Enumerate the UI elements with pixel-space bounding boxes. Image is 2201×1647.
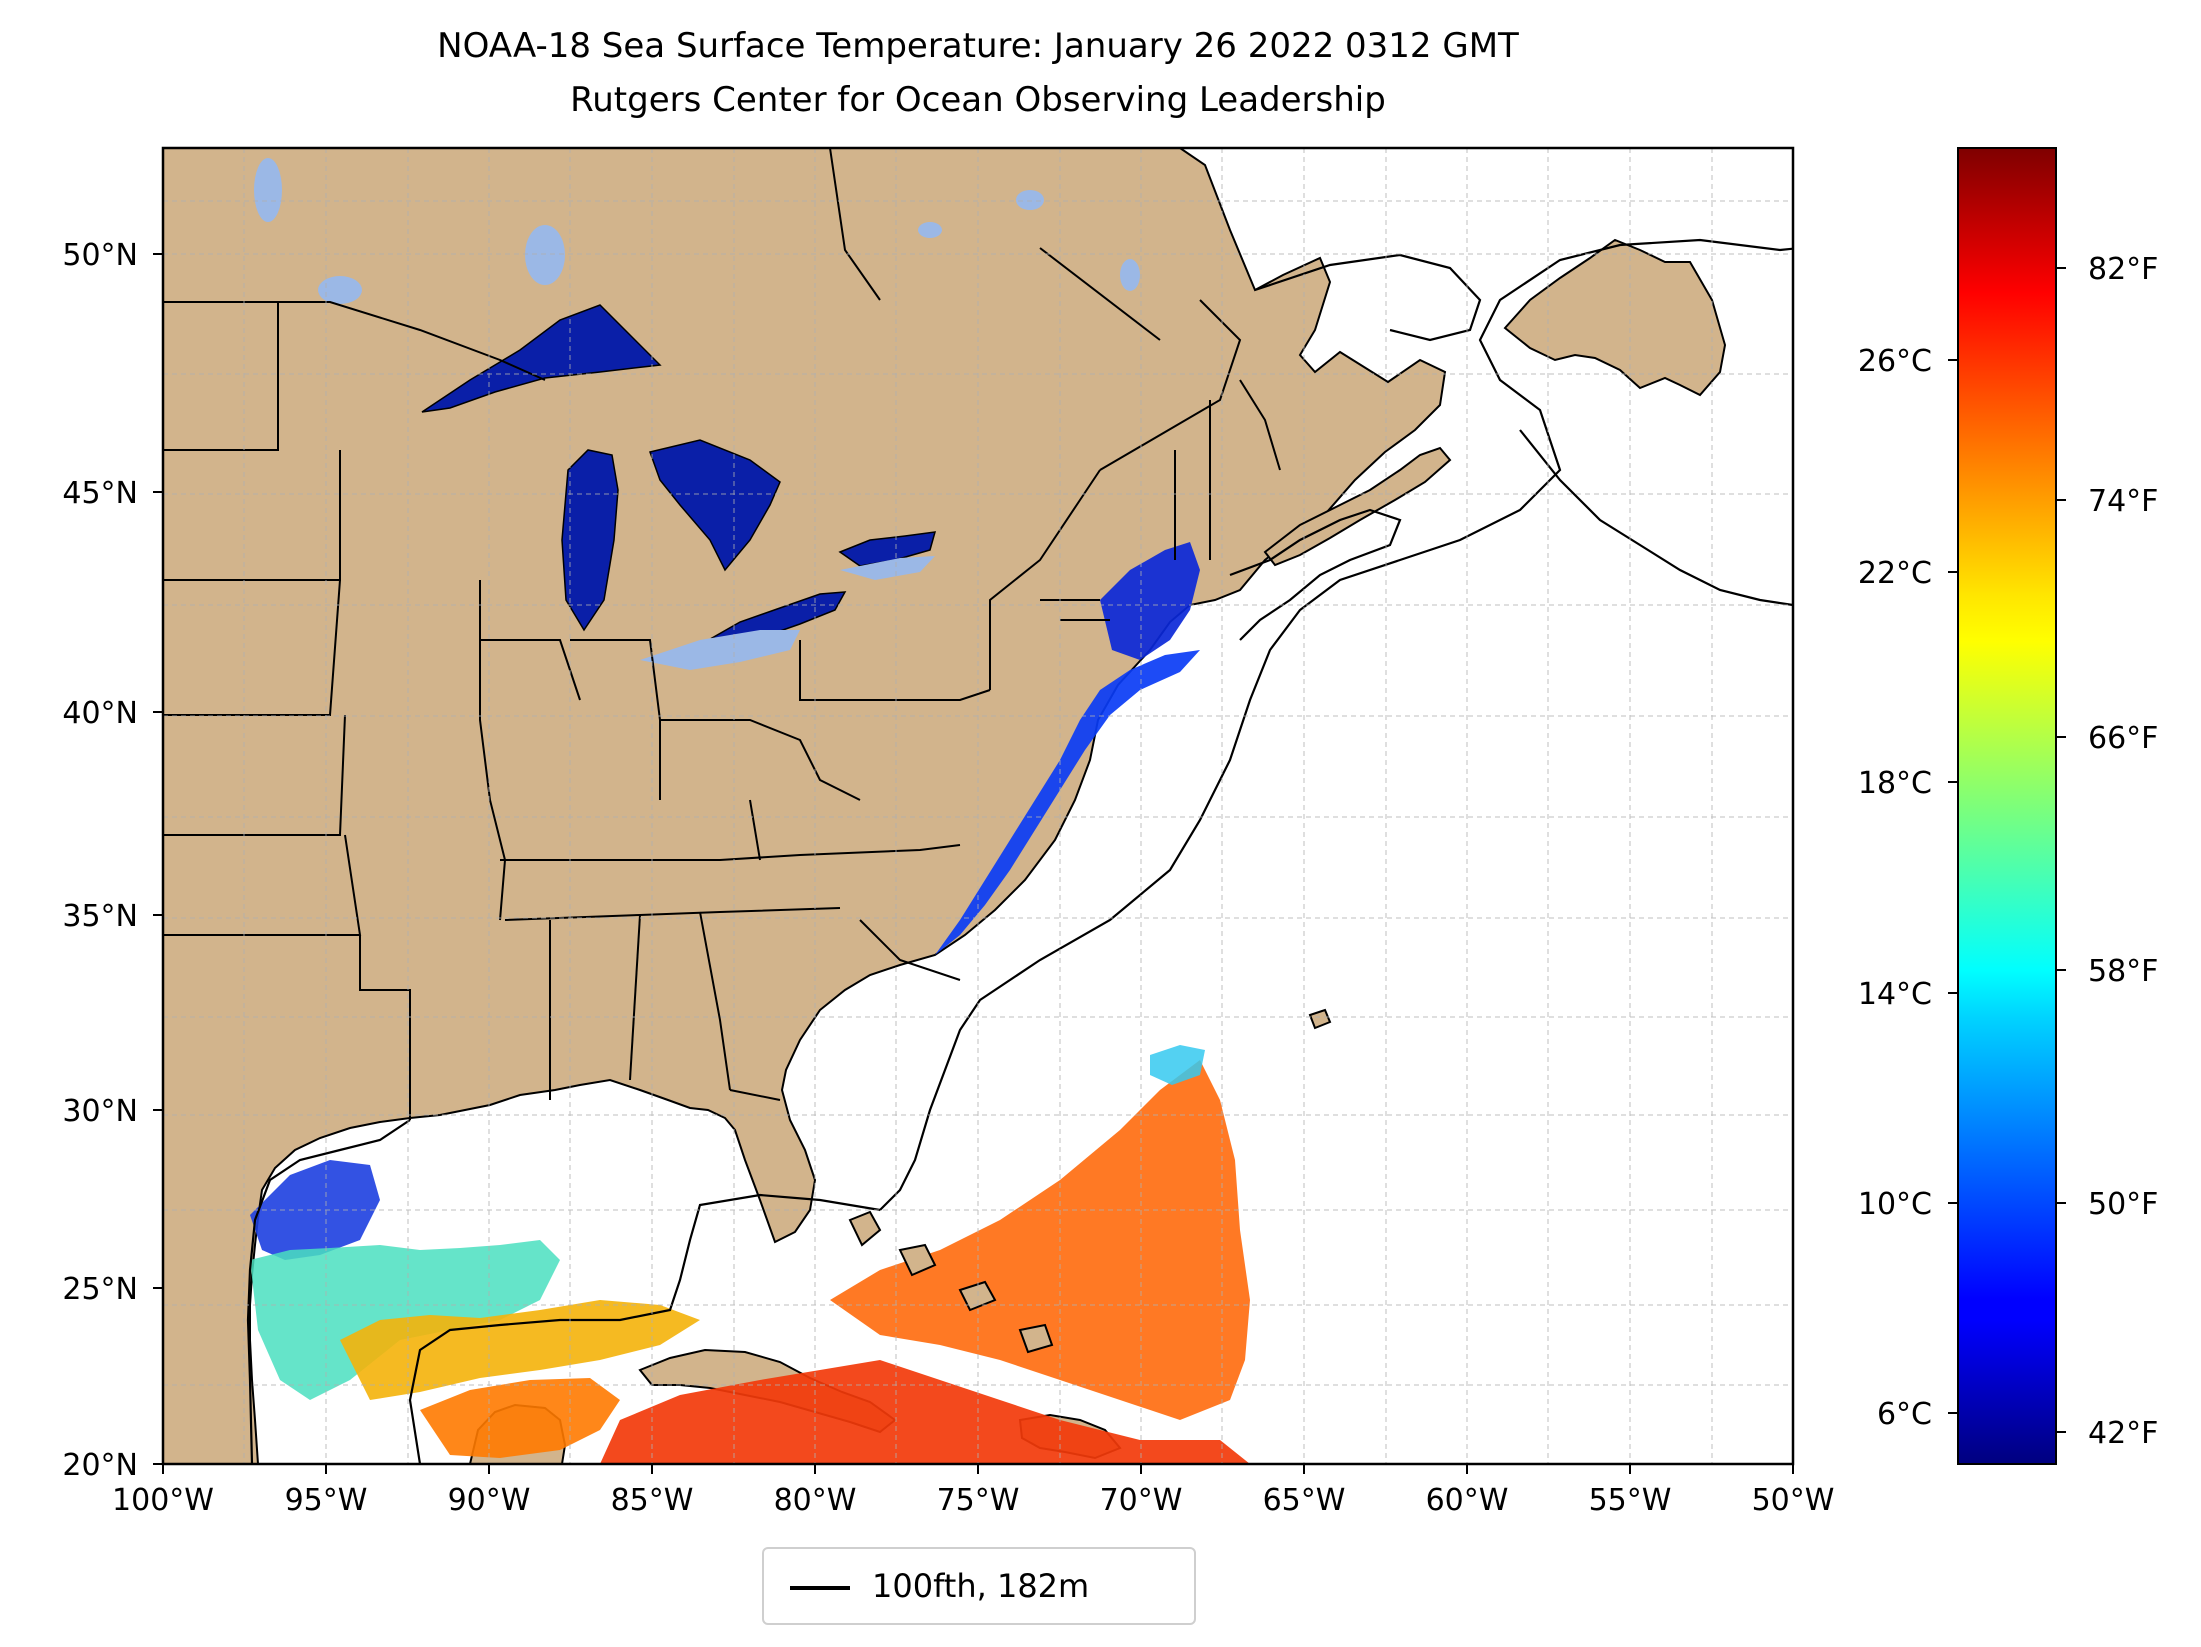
colorbar-fahrenheit-labels: 42°F 50°F 58°F 66°F 74°F 82°F — [2088, 252, 2158, 1451]
lon-label-70: 70°W — [1100, 1483, 1183, 1518]
lat-label-25: 25°N — [62, 1272, 138, 1307]
f-label-82: 82°F — [2088, 252, 2158, 287]
sst-gulfstream-edge — [1150, 1045, 1205, 1085]
sst-data-overlay — [250, 542, 1250, 1464]
lake-huron — [649, 439, 781, 572]
f-label-58: 58°F — [2088, 954, 2158, 989]
legend: 100fth, 182m — [762, 1547, 1196, 1625]
lon-axis — [162, 1464, 1794, 1474]
map-title: NOAA-18 Sea Surface Temperature: January… — [437, 26, 1519, 66]
c-label-22: 22°C — [1858, 556, 1932, 591]
colorbar-fahrenheit-ticks — [2056, 267, 2066, 1433]
lat-label-45: 45°N — [62, 476, 138, 511]
c-label-14: 14°C — [1858, 977, 1932, 1012]
isobath-100fth — [246, 238, 1793, 1464]
lon-label-100: 100°W — [112, 1483, 214, 1518]
lon-label-85: 85°W — [611, 1483, 694, 1518]
colorbar — [1957, 147, 2057, 1465]
inland-lakes — [254, 158, 1140, 670]
lat-label-50: 50°N — [62, 238, 138, 273]
land-mainland — [163, 148, 1447, 1464]
lon-label-55: 55°W — [1589, 1483, 1672, 1518]
sst-caribbean — [600, 1360, 1250, 1464]
lake-superior — [421, 304, 662, 413]
f-label-50: 50°F — [2088, 1187, 2158, 1222]
lat-axis — [153, 253, 163, 1465]
map-content — [163, 148, 1793, 1464]
colorbar-celsius-ticks — [1948, 359, 1958, 1414]
f-label-42: 42°F — [2088, 1416, 2158, 1451]
sst-gulf-west-cold — [250, 1160, 380, 1260]
c-label-26: 26°C — [1858, 344, 1932, 379]
sst-midatlantic-shelf — [935, 650, 1200, 955]
lon-label-80: 80°W — [774, 1483, 857, 1518]
lat-label-20: 20°N — [62, 1448, 138, 1483]
map-subtitle: Rutgers Center for Ocean Observing Leade… — [570, 80, 1386, 120]
lon-label-65: 65°W — [1263, 1483, 1346, 1518]
bahamas — [848, 1008, 1332, 1354]
legend-line-swatch — [790, 1586, 850, 1590]
lon-label-60: 60°W — [1426, 1483, 1509, 1518]
lon-label-90: 90°W — [448, 1483, 531, 1518]
legend-label: 100fth, 182m — [872, 1567, 1090, 1605]
lon-label-50: 50°W — [1752, 1483, 1835, 1518]
lon-label-95: 95°W — [285, 1483, 368, 1518]
graticule — [163, 148, 1793, 1464]
c-label-6: 6°C — [1877, 1397, 1932, 1432]
land-nova-scotia — [1263, 446, 1452, 567]
colorbar-celsius-labels: 6°C 10°C 14°C 18°C 22°C 26°C — [1858, 344, 1932, 1432]
lake-michigan — [561, 449, 619, 632]
lat-label-40: 40°N — [62, 696, 138, 731]
lat-label-30: 30°N — [62, 1094, 138, 1129]
lon-tick-labels: 100°W 95°W 90°W 85°W 80°W 75°W 70°W 65°W… — [112, 1483, 1834, 1518]
lon-label-75: 75°W — [937, 1483, 1020, 1518]
lat-label-35: 35°N — [62, 899, 138, 934]
f-label-66: 66°F — [2088, 721, 2158, 756]
c-label-18: 18°C — [1858, 766, 1932, 801]
sst-sargasso — [830, 1060, 1250, 1420]
c-label-10: 10°C — [1858, 1187, 1932, 1222]
sst-gulf-central — [340, 1300, 700, 1400]
lat-tick-labels: 20°N 25°N 30°N 35°N 40°N 45°N 50°N — [62, 238, 138, 1483]
f-label-74: 74°F — [2088, 484, 2158, 519]
sst-gulf-of-maine — [1100, 542, 1200, 660]
land-newfoundland — [1503, 238, 1727, 397]
